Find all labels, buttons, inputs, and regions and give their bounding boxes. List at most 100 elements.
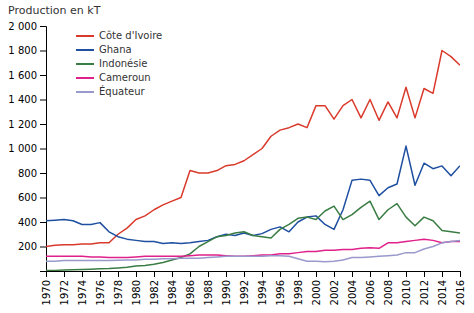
x-tick-label: 1982 xyxy=(149,280,160,305)
legend: Côte d'Ivoire Ghana Indonésie Cameroun Équat… xyxy=(76,30,162,97)
y-tick: 2 000 xyxy=(8,21,46,32)
x-tick-label: 1988 xyxy=(203,280,214,305)
series-line xyxy=(46,146,460,243)
x-tick-label: 2008 xyxy=(383,280,394,305)
legend-item: Côte d'Ivoire xyxy=(76,30,162,41)
legend-label: Équateur xyxy=(99,85,146,97)
x-tick-mark xyxy=(334,271,335,277)
legend-swatch xyxy=(76,49,94,51)
x-tick: 2006 xyxy=(365,271,376,305)
x-tick: 2000 xyxy=(311,271,322,305)
y-tick-label: 1 400 xyxy=(8,94,37,105)
x-tick-mark xyxy=(406,271,407,277)
x-tick-label: 2014 xyxy=(437,280,448,305)
x-tick-label: 1984 xyxy=(167,280,178,305)
x-tick: 2002 xyxy=(329,271,340,305)
y-tick-label: 2 000 xyxy=(8,21,37,32)
x-tick-mark xyxy=(262,271,263,277)
y-axis-line xyxy=(40,27,47,272)
y-tick-label: 400 xyxy=(18,217,37,228)
x-tick-label: 2000 xyxy=(311,280,322,305)
x-tick: 1970 xyxy=(41,271,52,305)
y-tick: 200 xyxy=(18,241,46,252)
x-tick-label: 1996 xyxy=(275,280,286,305)
y-tick-mark xyxy=(40,124,46,125)
series-line xyxy=(46,51,460,247)
legend-item: Équateur xyxy=(76,85,146,97)
y-tick-mark xyxy=(40,173,46,174)
y-tick-mark xyxy=(40,149,46,150)
x-tick-mark xyxy=(370,271,371,277)
x-tick-mark xyxy=(64,271,65,277)
y-tick-mark xyxy=(40,222,46,223)
x-tick-mark xyxy=(172,271,173,277)
chart: 1970197219741976197819801982198419861988… xyxy=(0,0,474,313)
x-tick: 1996 xyxy=(275,271,286,305)
x-tick-mark xyxy=(442,271,443,277)
plot-area: 1970197219741976197819801982198419861988… xyxy=(8,21,465,306)
y-tick-label: 1 800 xyxy=(8,45,37,56)
x-axis-line xyxy=(47,272,461,278)
x-tick-mark xyxy=(190,271,191,277)
x-tick-label: 1978 xyxy=(113,280,124,305)
y-tick-mark xyxy=(40,51,46,52)
y-tick-mark xyxy=(40,198,46,199)
x-tick: 2004 xyxy=(347,271,358,305)
x-tick-mark xyxy=(316,271,317,277)
x-tick-mark xyxy=(388,271,389,277)
legend-label: Indonésie xyxy=(99,58,147,69)
series-line xyxy=(46,240,460,261)
x-tick-label: 2012 xyxy=(419,280,430,305)
y-tick-label: 200 xyxy=(18,241,37,252)
legend-label: Cameroun xyxy=(99,72,151,83)
y-tick-mark xyxy=(40,26,46,27)
y-tick: 1 200 xyxy=(8,119,46,130)
y-tick: 1 600 xyxy=(8,70,46,81)
legend-label: Ghana xyxy=(99,44,132,55)
lines xyxy=(46,51,460,271)
y-tick-mark xyxy=(40,100,46,101)
x-tick: 2016 xyxy=(455,271,466,305)
x-tick: 1986 xyxy=(185,271,196,305)
x-tick-label: 1980 xyxy=(131,280,142,305)
x-tick: 1980 xyxy=(131,271,142,305)
x-tick-mark xyxy=(136,271,137,277)
y-tick: 400 xyxy=(18,217,46,228)
x-tick-label: 1970 xyxy=(41,280,52,305)
x-tick-label: 2002 xyxy=(329,280,340,305)
y-tick: 600 xyxy=(18,192,46,203)
legend-label: Côte d'Ivoire xyxy=(99,30,162,41)
x-tick-label: 2010 xyxy=(401,280,412,305)
x-tick: 1978 xyxy=(113,271,124,305)
y-tick-label: 1 600 xyxy=(8,70,37,81)
legend-swatch xyxy=(76,77,94,79)
x-tick-mark xyxy=(82,271,83,277)
x-tick: 1972 xyxy=(59,271,70,305)
y-tick-mark xyxy=(40,247,46,248)
x-tick-mark xyxy=(280,271,281,277)
x-tick: 1988 xyxy=(203,271,214,305)
x-tick: 1974 xyxy=(77,271,88,305)
x-tick-mark xyxy=(352,271,353,277)
y-axis: 2004006008001 0001 2001 4001 6001 8002 0… xyxy=(8,21,46,272)
x-tick: 1982 xyxy=(149,271,160,305)
x-tick: 2014 xyxy=(437,271,448,305)
y-tick-label: 1 000 xyxy=(8,143,37,154)
y-tick-label: 1 200 xyxy=(8,119,37,130)
x-tick-label: 2004 xyxy=(347,280,358,305)
y-tick: 1 800 xyxy=(8,45,46,56)
x-tick: 1994 xyxy=(257,271,268,305)
x-tick-label: 1972 xyxy=(59,280,70,305)
y-tick-label: 600 xyxy=(18,192,37,203)
x-tick-label: 2006 xyxy=(365,280,376,305)
x-tick-label: 1998 xyxy=(293,280,304,305)
x-tick: 2008 xyxy=(383,271,394,305)
x-tick-mark xyxy=(424,271,425,277)
y-tick-mark xyxy=(40,75,46,76)
legend-item: Cameroun xyxy=(76,72,151,83)
x-tick-label: 2016 xyxy=(455,280,466,305)
legend-swatch xyxy=(76,91,94,93)
x-tick: 2010 xyxy=(401,271,412,305)
legend-swatch xyxy=(76,35,94,37)
x-tick-label: 1992 xyxy=(239,280,250,305)
